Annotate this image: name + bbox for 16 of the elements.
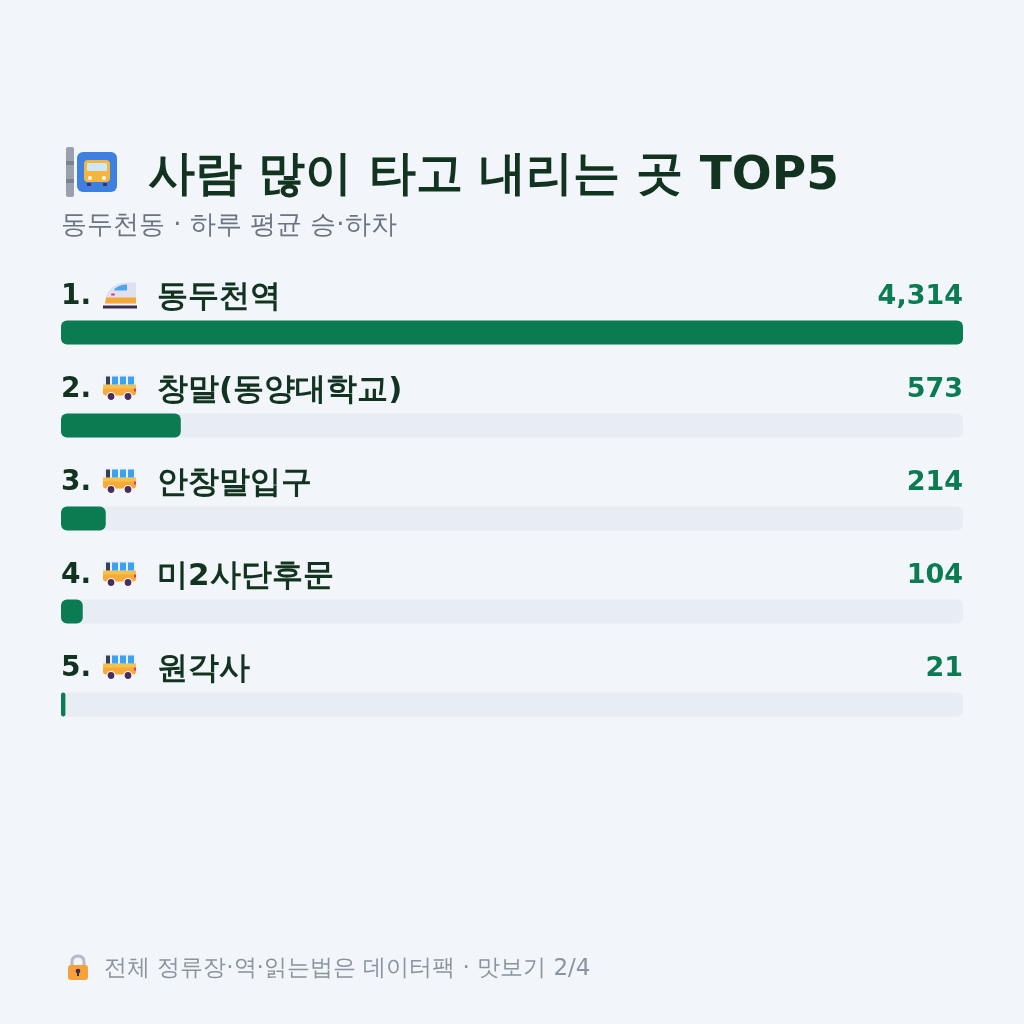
text: 전체 정류장·역·읽는법은 데이터팩 · 맛보기 2/4 bbox=[104, 953, 591, 980]
data-label: 573 bbox=[906, 372, 963, 403]
category-label: 5. 원각사 bbox=[61, 648, 250, 685]
category-label: 1. 동두천역 bbox=[61, 276, 281, 313]
data-label: 21 bbox=[925, 651, 963, 682]
category-label: 2. 창말(동양대학교) bbox=[61, 369, 403, 406]
bar bbox=[61, 599, 83, 624]
category-label: 4. 미2사단후문 bbox=[61, 555, 334, 592]
data-label: 214 bbox=[906, 465, 963, 496]
chart-subtitle: 동두천동 · 하루 평균 승·하차 bbox=[61, 208, 397, 240]
bar bbox=[61, 413, 181, 438]
chart-title: 사람 많이 타고 내리는 곳 TOP5 bbox=[148, 144, 839, 200]
category-label: 3. 안창말입구 bbox=[61, 462, 312, 499]
data-label: 104 bbox=[906, 558, 963, 589]
data-label: 4,314 bbox=[877, 279, 963, 310]
bar bbox=[61, 506, 106, 531]
